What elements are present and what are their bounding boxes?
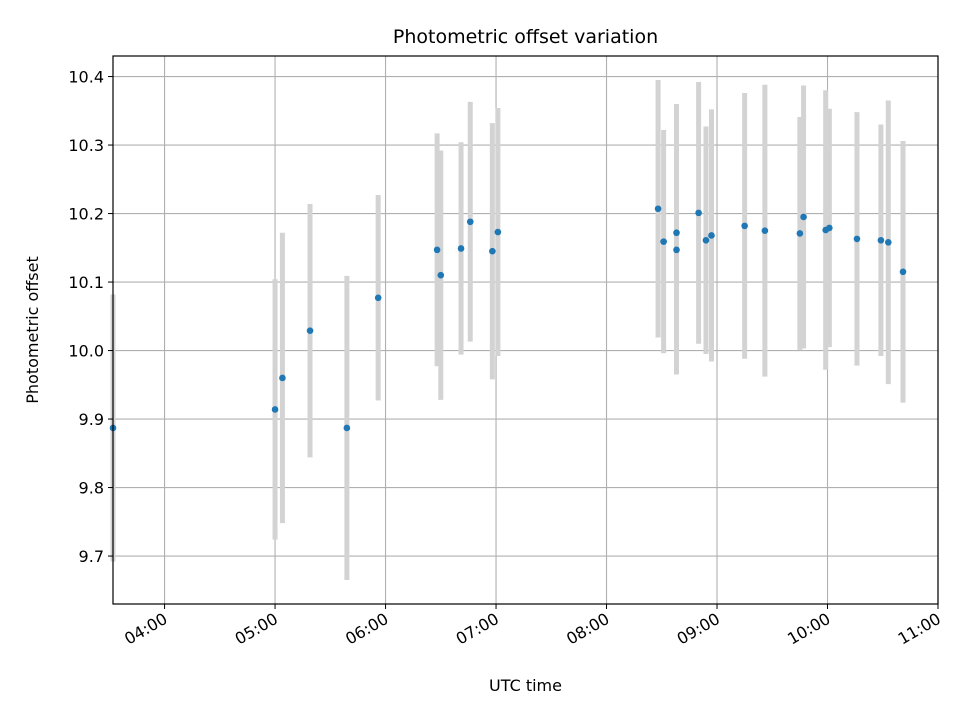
x-tick-label: 11:00 — [895, 609, 944, 649]
data-point — [433, 246, 441, 254]
data-point — [741, 222, 748, 230]
x-tick-label: 05:00 — [232, 609, 281, 649]
data-points — [109, 205, 907, 432]
data-point — [673, 229, 680, 237]
data-point — [489, 247, 496, 255]
data-point — [437, 271, 445, 279]
data-point — [761, 227, 769, 234]
data-point — [457, 245, 465, 252]
plot-frame — [112, 55, 939, 605]
data-point — [695, 209, 702, 217]
grid — [113, 56, 939, 604]
data-point — [660, 238, 667, 245]
y-tick-label: 10.2 — [68, 205, 104, 224]
x-axis-ticks: 04:00 05:00 06:00 07:00 08:00 09:00 10:00 11:00 — [121, 604, 944, 649]
chart-title: Photometric offset variation — [393, 26, 658, 48]
y-tick-label: 10.1 — [68, 273, 104, 292]
data-point — [494, 228, 502, 236]
x-tick-label: 07:00 — [453, 609, 502, 649]
x-axis-label: UTC time — [489, 676, 562, 695]
y-tick-label: 9.7 — [79, 547, 104, 566]
data-point — [279, 374, 286, 382]
y-axis-ticks: 9.7 9.8 9.9 10.0 10.1 10.2 10.3 10.4 — [68, 68, 113, 566]
x-tick-label: 04:00 — [121, 609, 170, 649]
y-tick-label: 9.8 — [79, 479, 104, 498]
data-point — [800, 213, 807, 221]
y-tick-label: 9.9 — [79, 410, 104, 429]
data-point — [853, 235, 861, 243]
y-axis-label: Photometric offset — [23, 256, 42, 404]
data-point — [306, 327, 314, 334]
data-point — [708, 232, 715, 239]
y-tick-label: 10.3 — [68, 136, 104, 155]
y-tick-label: 10.4 — [68, 68, 104, 87]
data-point — [374, 294, 382, 302]
data-point — [271, 406, 279, 413]
x-tick-label: 08:00 — [563, 609, 612, 649]
data-point — [796, 230, 804, 237]
x-tick-label: 10:00 — [784, 609, 833, 649]
data-point — [466, 218, 474, 226]
data-point — [826, 224, 833, 232]
y-tick-label: 10.0 — [68, 342, 104, 361]
data-point — [654, 205, 662, 213]
data-point — [877, 236, 885, 244]
x-tick-label: 06:00 — [342, 609, 391, 649]
data-point — [673, 246, 680, 254]
error-bars — [110, 79, 906, 581]
data-point — [899, 268, 907, 276]
data-point — [884, 239, 892, 246]
data-point — [702, 236, 710, 244]
data-point — [343, 424, 351, 432]
x-tick-label: 09:00 — [674, 609, 723, 649]
